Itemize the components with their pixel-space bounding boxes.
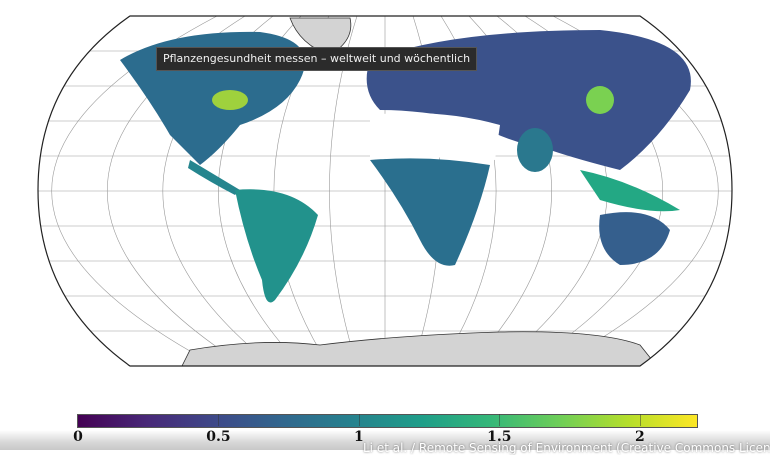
colorbar bbox=[77, 414, 698, 428]
asia-hotspot bbox=[586, 86, 614, 114]
colorbar-tick-label: 2 bbox=[634, 429, 645, 445]
sahara bbox=[370, 112, 500, 160]
colorbar-tick bbox=[218, 414, 220, 426]
na-hotspot bbox=[212, 90, 248, 110]
australia bbox=[599, 212, 670, 265]
southeast-asia bbox=[580, 170, 680, 212]
south-america bbox=[235, 189, 318, 303]
colorbar-tick-label: 1.5 bbox=[487, 429, 512, 445]
colorbar-tick-label: 0.5 bbox=[206, 429, 231, 445]
colorbar-tick bbox=[358, 414, 360, 426]
tooltip: Pflanzengesundheit messen – weltweit und… bbox=[156, 47, 478, 71]
colorbar-tick bbox=[639, 414, 641, 426]
bottom-gradient-overlay bbox=[0, 430, 770, 450]
graticule bbox=[38, 16, 732, 366]
colorbar-tick-label: 0 bbox=[73, 429, 83, 445]
antarctica bbox=[179, 331, 661, 366]
india bbox=[517, 128, 553, 172]
africa bbox=[370, 158, 490, 266]
colorbar-tick-label: 1 bbox=[354, 429, 364, 445]
central-america bbox=[188, 160, 240, 195]
colorbar-tick bbox=[499, 414, 501, 426]
image-credit: Li et al. / Remote Sensing of Environmen… bbox=[363, 441, 770, 455]
